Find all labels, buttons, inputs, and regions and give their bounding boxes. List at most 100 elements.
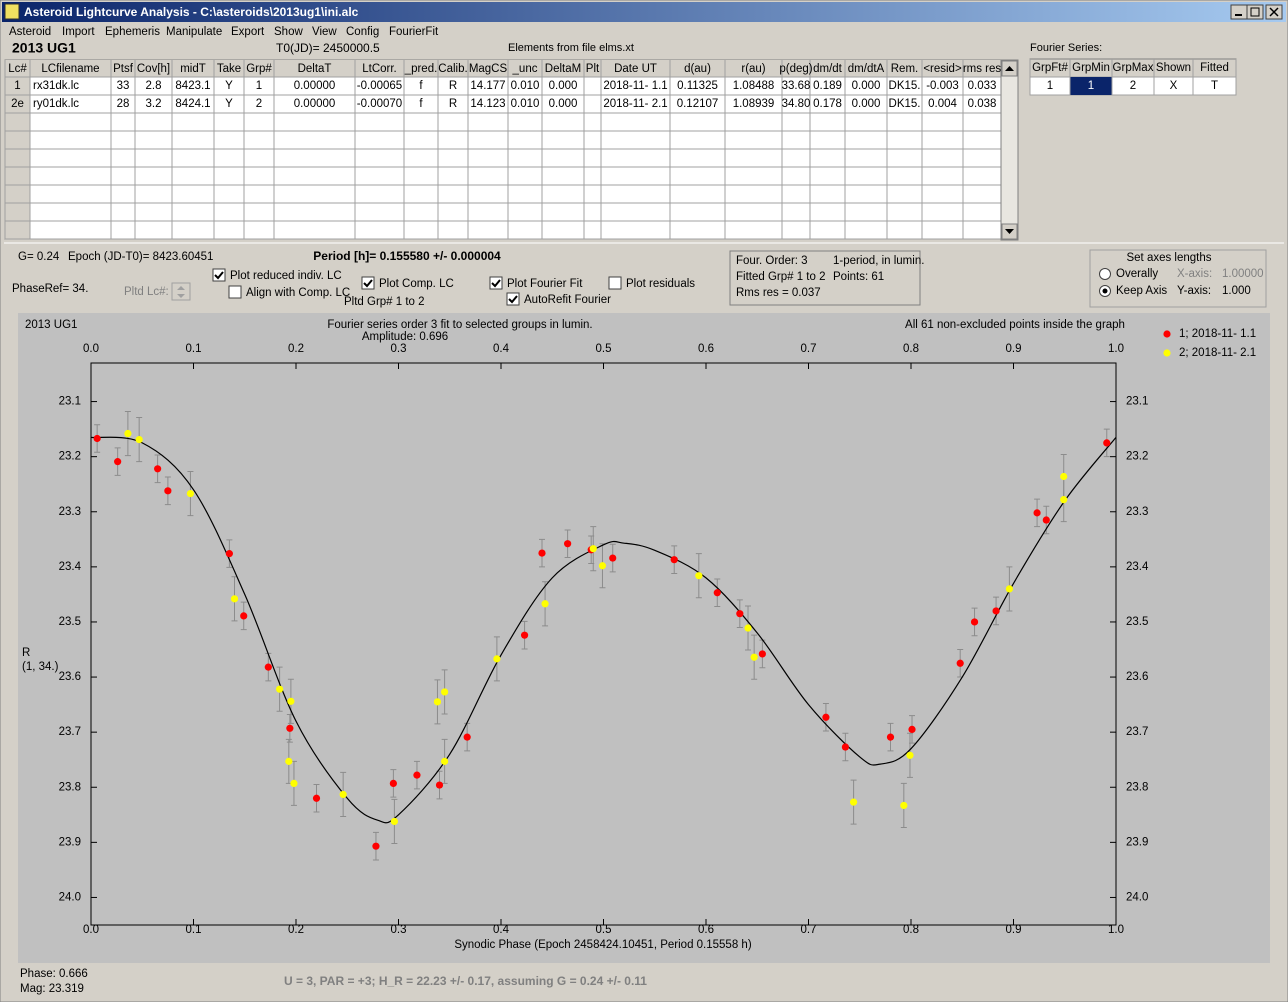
- menu-item[interactable]: Import: [62, 26, 95, 38]
- checkbox-label[interactable]: AutoRefit Fourier: [524, 294, 611, 306]
- data-point: [276, 685, 284, 693]
- checkbox-label[interactable]: Plot reduced indiv. LC: [230, 270, 342, 282]
- fourier-cell[interactable]: T: [1211, 80, 1218, 92]
- fourier-column-header: GrpMin: [1072, 62, 1110, 74]
- axis-label: Y-axis:: [1177, 285, 1211, 297]
- y-tick-label: 24.0: [59, 891, 81, 903]
- column-header: Plt: [586, 63, 600, 75]
- data-point: [886, 733, 895, 741]
- checkbox-label[interactable]: Plot Fourier Fit: [507, 278, 583, 290]
- y-tick-label: 23.7: [1126, 726, 1148, 738]
- object-name: 2013 UG1: [12, 40, 76, 56]
- menu-item[interactable]: FourierFit: [389, 26, 439, 38]
- menu-item[interactable]: Asteroid: [9, 26, 51, 38]
- x-tick-label: 0.5: [596, 924, 612, 936]
- menu-item[interactable]: Config: [346, 26, 379, 38]
- table-cell: -0.00070: [357, 98, 402, 110]
- column-header: rms res: [963, 63, 1002, 75]
- checkbox[interactable]: [212, 268, 226, 282]
- column-header: d(au): [684, 63, 711, 75]
- data-point: [285, 757, 293, 765]
- fourier-column-header: GrpMax: [1113, 62, 1154, 74]
- data-point: [290, 779, 298, 787]
- column-header: MagCS: [469, 63, 508, 75]
- data-point: [372, 842, 380, 850]
- menu-bar: Asteroid Import Ephemeris Manipulate Export S…: [9, 26, 439, 38]
- column-header: Grp#: [246, 63, 272, 75]
- table-cell: 1: [14, 80, 20, 92]
- data-point: [520, 631, 529, 639]
- column-header: <resid>: [923, 63, 962, 75]
- checkbox-label[interactable]: Plot Comp. LC: [379, 278, 454, 290]
- table-cell: Y: [225, 80, 233, 92]
- menu-item[interactable]: Manipulate: [166, 26, 222, 38]
- checkbox[interactable]: [506, 292, 520, 306]
- column-header: Calib.: [438, 63, 467, 75]
- table-cell: 0.000: [852, 80, 881, 92]
- checkbox-label[interactable]: Plot residuals: [626, 278, 695, 290]
- title-bar: [2, 2, 1286, 22]
- table-cell: 0.033: [968, 80, 997, 92]
- x-tick-label: 0.5: [596, 343, 612, 355]
- fit-groups: Fitted Grp# 1 to 2: [736, 271, 826, 283]
- checkbox[interactable]: [228, 285, 242, 299]
- x-tick-label: 0.6: [698, 343, 714, 355]
- table-cell: 0.189: [813, 80, 842, 92]
- window-buttons[interactable]: [1230, 4, 1283, 20]
- table-scrollbar[interactable]: [1000, 59, 1019, 241]
- data-point: [493, 655, 501, 663]
- table-cell: 0.00000: [294, 80, 336, 92]
- menu-item[interactable]: Ephemeris: [105, 26, 160, 38]
- x-tick-label: 0.2: [288, 343, 304, 355]
- menu-item[interactable]: Show: [274, 26, 303, 38]
- x-tick-label: 0.2: [288, 924, 304, 936]
- table-cell: rx31dk.lc: [33, 80, 79, 92]
- table-cell: 2: [256, 98, 262, 110]
- data-point: [670, 556, 678, 564]
- fourier-cell[interactable]: 1: [1088, 80, 1094, 92]
- radio-label[interactable]: Overally: [1116, 268, 1158, 280]
- checkbox[interactable]: [361, 276, 375, 290]
- column-header: Date UT: [614, 63, 657, 75]
- column-header: dm/dt: [813, 63, 843, 75]
- fourier-fit: [90, 436, 1117, 824]
- checkbox[interactable]: [489, 276, 503, 290]
- maximize-button[interactable]: [1246, 4, 1264, 20]
- data-point: [750, 653, 758, 661]
- radio-button[interactable]: [1099, 268, 1111, 280]
- table-cell: 0.11325: [677, 80, 718, 92]
- fourier-cell[interactable]: 1: [1047, 80, 1053, 92]
- checkbox-label[interactable]: Align with Comp. LC: [246, 287, 350, 299]
- menu-item[interactable]: Export: [231, 26, 265, 38]
- axes-box-title: Set axes lengths: [1126, 252, 1211, 264]
- data-point: [564, 540, 572, 548]
- data-point: [1033, 509, 1041, 517]
- legend-label: 1; 2018-11- 1.1: [1179, 328, 1256, 340]
- table-cell: 14.177: [470, 80, 505, 92]
- data-point: [124, 429, 132, 438]
- minimize-button[interactable]: [1230, 4, 1248, 20]
- status-phase: Phase: 0.666: [20, 968, 88, 980]
- column-header: DeltaT: [298, 63, 332, 75]
- pltd-lc-spinner[interactable]: [171, 282, 191, 301]
- menu-item[interactable]: View: [312, 26, 337, 38]
- table-cell: 33: [117, 80, 130, 92]
- x-tick-label: 0.7: [801, 924, 817, 936]
- radio-label[interactable]: Keep Axis: [1116, 285, 1167, 297]
- fourier-cell[interactable]: X: [1170, 80, 1178, 92]
- data-point: [850, 798, 858, 806]
- x-tick-label: 0.8: [903, 924, 919, 936]
- table-cell: -0.00065: [357, 80, 402, 92]
- fourier-column-header: Shown: [1156, 62, 1191, 74]
- table-cell: 0.004: [928, 98, 957, 110]
- y-tick-label: 23.3: [59, 506, 81, 518]
- axis-label: X-axis:: [1177, 268, 1212, 280]
- y-tick-label: 23.2: [59, 451, 81, 463]
- x-tick-label: 0.1: [186, 924, 202, 936]
- fit-info-box: Four. Order: 3 1-period, in lumin. Fitte…: [729, 250, 924, 306]
- checkbox[interactable]: [608, 276, 622, 290]
- fourier-cell[interactable]: 2: [1130, 80, 1136, 92]
- x-axis-label: Synodic Phase (Epoch 2458424.10451, Peri…: [454, 939, 751, 951]
- data-point: [339, 790, 347, 799]
